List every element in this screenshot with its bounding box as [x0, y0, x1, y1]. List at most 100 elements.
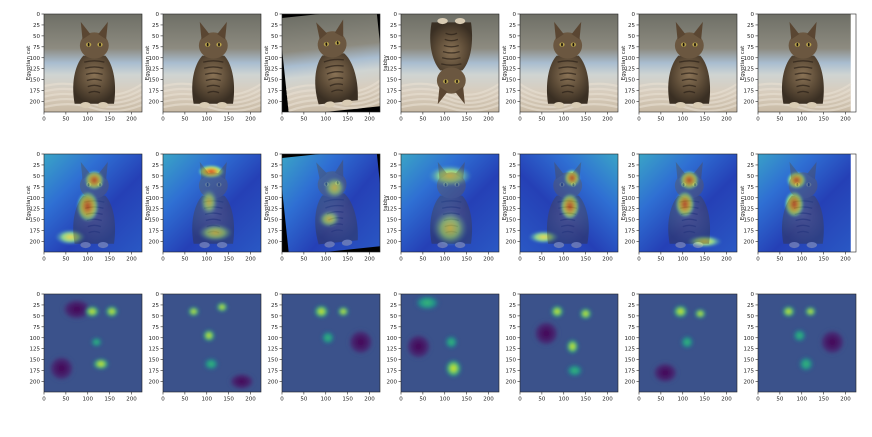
y-tick-label: 100: [387, 336, 398, 342]
y-tick-label: 200: [506, 380, 517, 386]
x-tick-label: 200: [245, 257, 256, 263]
y-tick-label: 100: [625, 196, 636, 202]
y-tick-label: 0: [513, 292, 517, 298]
x-tick-label: 0: [42, 257, 46, 263]
x-tick-label: 150: [342, 117, 353, 123]
axes-frame: [281, 13, 381, 113]
class-label: Egyptian cat: [740, 45, 746, 80]
y-tick-label: 150: [268, 358, 279, 364]
x-tick-label: 100: [678, 257, 689, 263]
cat-figure: [668, 161, 711, 249]
y-tick-label: 125: [268, 347, 279, 353]
y-tick-label: 50: [390, 174, 397, 180]
panel-image-4: 0 50 100 150 200 0 25 50 75 100 125 150 175 200 tabby: [383, 12, 500, 123]
x-tick-label: 200: [840, 257, 851, 263]
x-tick-label: 0: [280, 397, 284, 403]
saliency-heatmap-image: [401, 294, 499, 392]
x-tick-label: 50: [419, 257, 426, 263]
axes-frame: [519, 153, 619, 253]
panel-image-2: 0 50 100 150 200 0 25 50 75 100 125 150 175 200 Egypti…: [145, 12, 262, 123]
gradcam-overlay-image: [758, 154, 851, 252]
y-tick-label: 0: [632, 152, 636, 158]
y-tick-label: 25: [747, 163, 754, 169]
y-tick-label: 125: [744, 67, 755, 73]
class-label: Egyptian cat: [145, 45, 151, 80]
cat-figure: [192, 21, 235, 109]
x-tick-label: 150: [580, 257, 591, 263]
x-tick-label: 0: [399, 257, 403, 263]
axes-frame: [757, 153, 857, 253]
y-tick-label: 100: [268, 196, 279, 202]
y-tick-label: 150: [268, 218, 279, 224]
y-tick-label: 175: [506, 369, 517, 375]
panel-saliency-heatmap-2: 0 50 100 150 200 0 25 50 75 100 125 150 175 200: [149, 292, 262, 403]
gradcam-overlay-image: [163, 154, 261, 252]
y-tick-label: 25: [152, 303, 159, 309]
y-tick-label: 175: [387, 229, 398, 235]
x-tick-label: 200: [126, 257, 137, 263]
panel-gradcam-overlay-6: 0 50 100 150 200 0 25 50 75 100 125 150 175 200 Egypti…: [621, 152, 738, 263]
y-tick-label: 175: [744, 229, 755, 235]
x-tick-label: 150: [699, 397, 710, 403]
x-tick-label: 100: [202, 257, 213, 263]
y-tick-label: 175: [744, 369, 755, 375]
y-tick-label: 0: [632, 12, 636, 18]
y-tick-label: 50: [628, 174, 635, 180]
y-tick-label: 50: [747, 174, 754, 180]
y-tick-label: 150: [149, 78, 160, 84]
y-tick-label: 125: [625, 67, 636, 73]
x-tick-label: 100: [202, 397, 213, 403]
y-tick-label: 25: [628, 163, 635, 169]
class-label: Egyptian cat: [26, 45, 32, 80]
x-tick-label: 100: [83, 397, 94, 403]
y-tick-label: 200: [30, 100, 41, 106]
x-tick-label: 0: [518, 257, 522, 263]
y-tick-label: 75: [628, 185, 635, 191]
y-tick-label: 175: [387, 369, 398, 375]
axes-frame: [43, 293, 143, 393]
y-tick-label: 50: [509, 34, 516, 40]
y-tick-label: 0: [37, 152, 41, 158]
y-tick-label: 125: [506, 347, 517, 353]
y-tick-label: 100: [387, 196, 398, 202]
x-tick-label: 200: [245, 117, 256, 123]
saliency-heatmap-image: [520, 294, 618, 392]
x-tick-label: 100: [202, 117, 213, 123]
y-tick-label: 25: [747, 23, 754, 29]
y-tick-label: 200: [744, 100, 755, 106]
y-tick-label: 125: [387, 347, 398, 353]
x-tick-label: 100: [440, 397, 451, 403]
x-tick-label: 50: [300, 117, 307, 123]
class-label: Egyptian cat: [621, 185, 627, 220]
x-tick-label: 50: [538, 117, 545, 123]
x-tick-label: 100: [797, 257, 808, 263]
y-tick-label: 0: [275, 12, 279, 18]
y-tick-label: 0: [156, 12, 160, 18]
y-tick-label: 50: [152, 34, 159, 40]
x-tick-label: 200: [840, 117, 851, 123]
x-tick-label: 100: [559, 117, 570, 123]
y-tick-label: 100: [30, 56, 41, 62]
x-tick-label: 200: [364, 257, 375, 263]
y-tick-label: 75: [33, 325, 40, 331]
x-tick-label: 150: [699, 257, 710, 263]
y-tick-label: 25: [152, 163, 159, 169]
cat-figure: [73, 21, 116, 109]
x-tick-label: 200: [126, 117, 137, 123]
x-tick-label: 200: [483, 397, 494, 403]
y-tick-label: 175: [149, 89, 160, 95]
axes-frame: [757, 293, 857, 393]
saliency-heatmap-image: [758, 294, 856, 392]
y-tick-label: 100: [625, 56, 636, 62]
x-tick-label: 0: [399, 397, 403, 403]
y-tick-label: 150: [625, 78, 636, 84]
y-tick-label: 75: [509, 45, 516, 51]
y-tick-label: 25: [390, 23, 397, 29]
y-tick-label: 0: [37, 292, 41, 298]
y-tick-label: 150: [149, 218, 160, 224]
axes-frame: [281, 153, 381, 253]
x-tick-label: 0: [42, 397, 46, 403]
y-tick-label: 150: [506, 78, 517, 84]
class-label: tabby: [383, 54, 389, 71]
